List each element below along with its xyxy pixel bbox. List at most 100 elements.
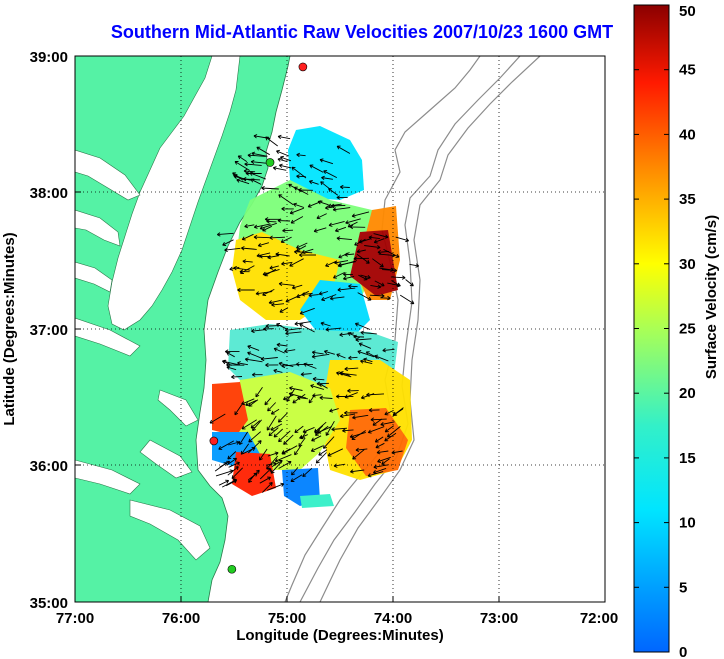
- velocity-arrow: [243, 168, 256, 174]
- y-tick-label: 37:00: [30, 322, 68, 339]
- velocity-arrow: [259, 476, 271, 484]
- velocity-arrow: [332, 207, 351, 212]
- y-tick-label: 36:00: [30, 458, 68, 475]
- velocity-arrow: [262, 225, 272, 232]
- map-title: Southern Mid-Atlantic Raw Velocities 200…: [110, 22, 614, 42]
- velocity-arrow: [291, 284, 303, 290]
- velocity-arrow: [308, 395, 315, 404]
- velocity-arrow: [355, 447, 368, 453]
- velocity-arrow: [290, 474, 303, 482]
- y-tick-label: 35:00: [30, 595, 68, 612]
- velocity-arrow: [244, 162, 262, 167]
- velocity-arrow: [328, 188, 339, 196]
- velocity-arrow: [333, 271, 345, 279]
- velocity-arrow: [291, 467, 299, 476]
- velocity-arrow: [255, 291, 273, 296]
- velocity-arrow: [249, 171, 266, 180]
- velocity-arrow: [325, 420, 335, 436]
- velocity-arrow: [277, 412, 288, 423]
- velocity-arrow: [307, 200, 323, 208]
- velocity-arrow: [312, 376, 325, 382]
- x-tick-label: 76:00: [162, 610, 200, 627]
- velocity-arrow: [253, 235, 270, 240]
- velocity-arrow: [315, 452, 327, 464]
- velocity-arrow: [259, 222, 277, 230]
- velocity-arrow: [270, 408, 280, 415]
- x-tick-label: 75:00: [268, 610, 306, 627]
- velocity-arrow: [273, 428, 284, 438]
- velocity-arrow: [234, 161, 250, 171]
- velocity-arrow: [358, 274, 368, 281]
- velocity-arrow: [267, 451, 279, 457]
- colorbar-tick-label: 20: [679, 385, 696, 402]
- velocity-arrow: [293, 202, 305, 208]
- velocity-arrow: [281, 448, 291, 454]
- velocity-arrow: [268, 299, 283, 305]
- velocity-arrow: [250, 159, 268, 165]
- velocity-arrow: [221, 359, 240, 366]
- colorbar-tick-label: 15: [679, 450, 696, 467]
- velocity-arrow: [270, 423, 283, 431]
- velocity-arrow: [367, 426, 385, 434]
- velocity-arrow: [336, 145, 351, 154]
- velocity-arrow: [224, 247, 241, 253]
- coastline: [195, 56, 291, 602]
- velocity-arrow: [382, 268, 398, 273]
- tick-marks: [74, 55, 606, 603]
- velocity-arrow: [257, 242, 270, 248]
- velocity-arrow: [319, 158, 334, 165]
- velocity-arrow: [267, 482, 285, 491]
- velocity-arrow: [323, 349, 335, 355]
- velocity-arrow: [380, 421, 395, 427]
- velocity-arrow: [227, 466, 239, 476]
- velocity-arrow: [360, 393, 375, 400]
- velocity-arrow: [352, 449, 365, 460]
- velocity-arrow: [266, 415, 277, 431]
- velocity-arrow: [360, 330, 377, 335]
- velocity-arrow: [395, 236, 410, 243]
- colorbar-label: Surface Velocity (cm/s): [703, 215, 720, 379]
- velocity-arrow: [261, 186, 279, 191]
- velocity-arrow: [274, 454, 292, 463]
- velocity-arrow: [381, 458, 390, 465]
- velocity-arrow: [357, 350, 375, 358]
- velocity-arrow: [248, 472, 258, 481]
- velocity-arrow: [295, 362, 314, 367]
- velocity-arrow: [358, 342, 372, 349]
- velocity-arrow: [336, 195, 348, 200]
- velocity-arrow: [294, 425, 304, 434]
- velocity-arrow: [318, 449, 328, 456]
- velocity-arrow: [376, 450, 389, 455]
- velocity-arrow: [278, 460, 292, 469]
- velocity-arrow: [251, 151, 268, 157]
- velocity-arrow: [384, 425, 394, 433]
- velocity-arrow: [262, 268, 280, 276]
- velocity-arrow: [327, 448, 343, 457]
- velocity-arrow: [356, 249, 366, 254]
- velocity-arrow: [331, 427, 348, 432]
- velocity-arrow: [253, 223, 271, 229]
- velocity-arrow: [380, 295, 391, 301]
- velocity-arrow: [377, 456, 391, 463]
- velocity-arrow: [372, 418, 383, 426]
- velocity-arrow: [266, 455, 279, 470]
- velocity-arrow: [372, 258, 384, 268]
- velocity-arrow: [216, 232, 234, 237]
- velocity-arrow: [278, 430, 291, 443]
- velocity-arrow: [296, 242, 308, 249]
- velocity-arrow: [299, 434, 308, 440]
- velocity-arrow: [328, 220, 345, 227]
- velocity-arrow: [298, 187, 313, 193]
- velocity-arrow: [224, 349, 240, 354]
- colorbar-tick-label: 50: [679, 3, 696, 20]
- velocity-arrow: [283, 394, 294, 401]
- velocity-arrow: [259, 448, 268, 461]
- velocity-arrow: [242, 259, 253, 264]
- velocity-arrow: [256, 252, 271, 258]
- velocity-arrow: [374, 436, 384, 443]
- velocity-arrow: [222, 239, 234, 246]
- velocity-arrow: [310, 445, 324, 453]
- velocity-arrow: [294, 445, 302, 456]
- colorbar-tick-label: 25: [679, 321, 696, 338]
- grid-lines: [75, 56, 605, 602]
